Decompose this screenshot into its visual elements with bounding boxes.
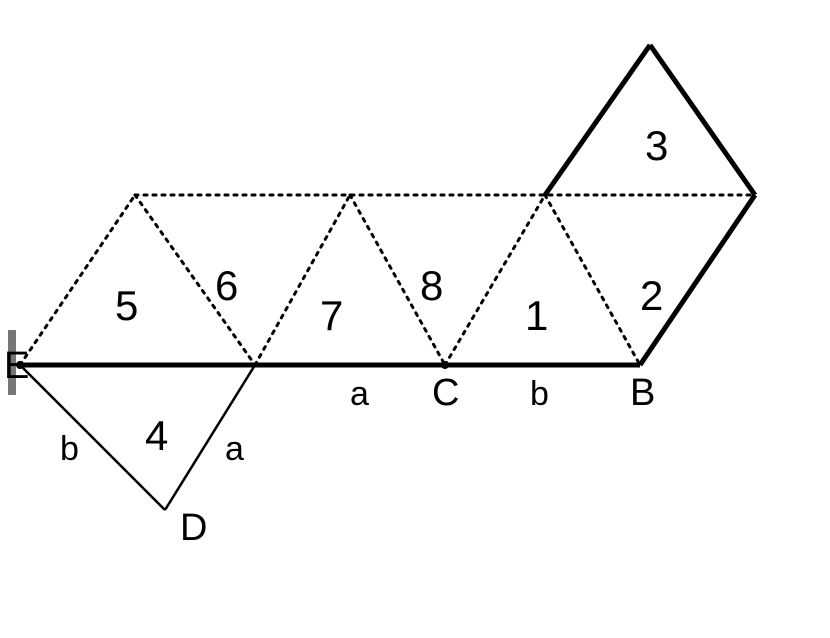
region-number-n3: 3	[645, 122, 668, 169]
side-label-a2: a	[225, 430, 244, 468]
region-number-n5: 5	[115, 282, 138, 329]
side-label-b1: b	[530, 375, 549, 413]
edge	[20, 365, 165, 510]
region-number-n6: 6	[215, 262, 238, 309]
point-label-C: C	[432, 372, 459, 414]
region-number-n8: 8	[420, 262, 443, 309]
edge	[20, 195, 135, 365]
side-label-b2: b	[60, 430, 79, 468]
edge	[545, 195, 640, 365]
vertex	[441, 361, 449, 369]
side-label-a1: a	[350, 375, 369, 413]
edge	[255, 195, 350, 365]
region-number-n7: 7	[320, 292, 343, 339]
edge	[445, 195, 545, 365]
region-number-n1: 1	[525, 292, 548, 339]
region-number-n4: 4	[145, 412, 168, 459]
edge	[545, 45, 650, 195]
region-number-n2: 2	[640, 272, 663, 319]
point-label-D: D	[180, 507, 207, 549]
point-label-E: E	[4, 345, 29, 387]
point-label-B: B	[630, 372, 655, 414]
edge	[650, 45, 755, 195]
